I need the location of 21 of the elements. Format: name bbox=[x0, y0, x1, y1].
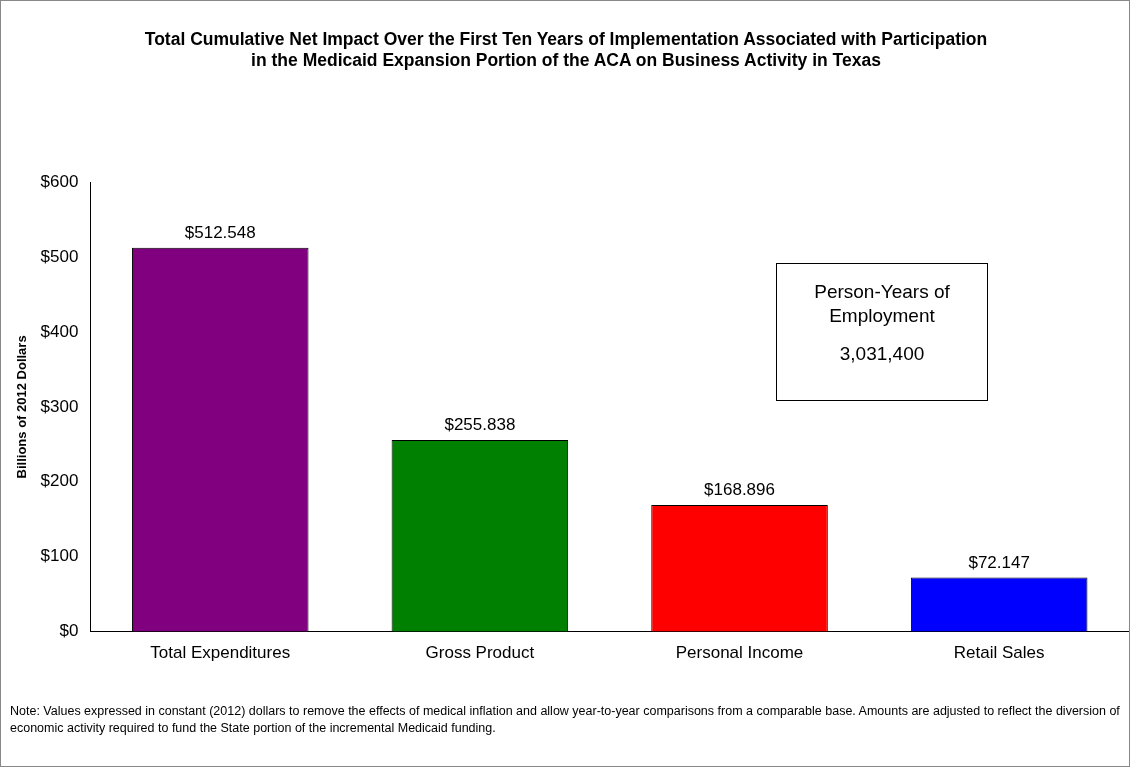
x-tick-label: Total Expenditures bbox=[150, 643, 291, 663]
text-box: Person-Years of Employment 3,031,400 bbox=[776, 263, 988, 401]
y-tick-label: $0 bbox=[59, 621, 79, 641]
annotation: 3,031,400 bbox=[838, 342, 926, 366]
data-label: $255.838 bbox=[444, 415, 516, 435]
y-tick-label: $400 bbox=[40, 321, 79, 341]
data-label: $168.896 bbox=[704, 480, 775, 500]
y-tick-label: $300 bbox=[40, 396, 79, 416]
text: Note: Values expressed in constant (2012) dollars to remove the effects of medical inflation and allow year-to-year comparisons from a comparable base. Amounts are adjusted to reflect the diversion of economic activity required to fund the State portion of the incremental Medicaid funding. bbox=[10, 703, 1121, 737]
y-tick-label: $100 bbox=[40, 546, 79, 566]
data-label: $512.548 bbox=[184, 222, 256, 242]
y-axis-title: Billions of 2012 Dollars bbox=[14, 335, 30, 479]
x-tick-label: Personal Income bbox=[675, 643, 804, 663]
annotation: Person-Years of Employment bbox=[813, 280, 951, 328]
data-label: $72.147 bbox=[968, 552, 1030, 572]
y-tick-label: $500 bbox=[40, 246, 79, 266]
x-tick-label: Retail Sales bbox=[953, 643, 1045, 663]
x-tick-label: Gross Product bbox=[425, 643, 535, 663]
y-tick-label: $200 bbox=[40, 471, 79, 491]
chart-title: Total Cumulative Net Impact Over the First Ten Years of Implementation Associated with Participation in the Medicaid Expansion Portion of the ACA on Business Activity in Texas bbox=[143, 29, 989, 71]
y-tick-label: $600 bbox=[40, 171, 79, 191]
